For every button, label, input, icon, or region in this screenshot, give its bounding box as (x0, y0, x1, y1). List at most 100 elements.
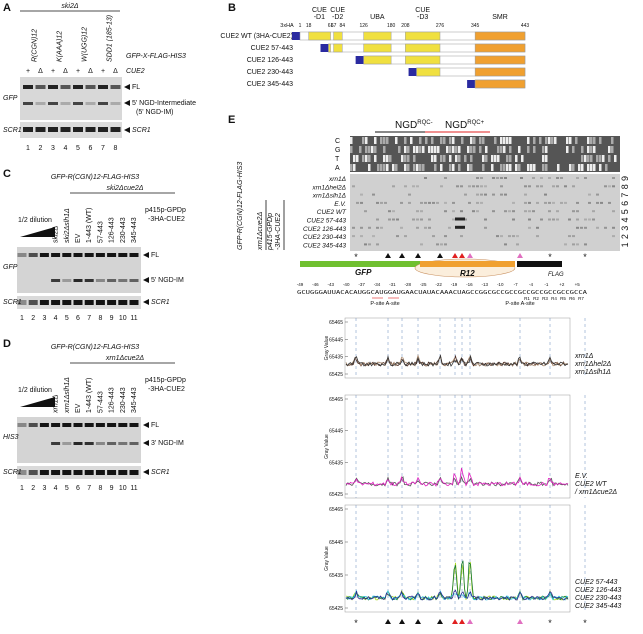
label: SCR1 (3, 127, 22, 134)
ladder-band (407, 155, 410, 162)
gel-band (604, 226, 607, 229)
asterisk: * (354, 252, 358, 262)
gel-band (432, 201, 435, 204)
ladder-band (434, 155, 437, 162)
label: R7 (578, 296, 584, 301)
domain (363, 43, 392, 53)
band (84, 423, 94, 427)
asterisk: * (583, 618, 587, 628)
domain-label: SMR (492, 14, 508, 21)
gel-band (380, 226, 383, 229)
gel-band (432, 235, 435, 238)
gel-band (420, 210, 423, 213)
ladder-band (404, 137, 407, 144)
ladder-band (557, 164, 560, 171)
gel-band (476, 201, 479, 204)
header: NGDRQC- (395, 120, 433, 131)
label: GFP (3, 95, 18, 102)
arrowhead (143, 440, 149, 446)
domain-label: CUE -D2 (330, 7, 345, 21)
label: 4 (54, 315, 58, 322)
ladder-band (587, 155, 590, 162)
label: 6 (76, 485, 80, 492)
plot-frame (344, 317, 571, 379)
gel-band (600, 201, 603, 204)
gel-band (588, 201, 591, 204)
gel-band (492, 193, 495, 196)
gel-band (512, 210, 515, 213)
band (73, 442, 83, 445)
band (118, 253, 128, 257)
label: SCR1 (3, 469, 22, 476)
band (51, 279, 61, 282)
label: 65465 (329, 397, 343, 403)
band (107, 253, 117, 257)
band (110, 127, 121, 132)
band (62, 253, 72, 257)
domain (416, 67, 441, 77)
text: G (335, 147, 340, 154)
triangle (437, 253, 443, 258)
gel-band (576, 226, 579, 229)
band (73, 300, 83, 305)
gel-band (368, 243, 371, 246)
label: -43 (328, 282, 335, 287)
ladder-band (500, 164, 503, 171)
band (60, 85, 71, 89)
construct-name: CUE2 WT (3HA-CUE2) (220, 33, 293, 40)
gel-band (520, 177, 523, 179)
gel-band (504, 210, 507, 213)
arrowhead (143, 277, 149, 283)
lane-label: 345-443 (131, 387, 138, 413)
ladder-band (350, 146, 353, 153)
gel-band (504, 177, 507, 179)
band (118, 423, 128, 427)
legend-entry: / xrn1Δcue2Δ (574, 489, 617, 496)
gel-band (416, 185, 419, 188)
lane-number: 8 (620, 184, 630, 189)
sample-name: CUE2 230-443 (303, 234, 346, 241)
lane-label: 126-443 (109, 387, 116, 413)
ladder-band (362, 155, 365, 162)
ladder-band (407, 164, 410, 171)
ladder-band (506, 164, 509, 171)
gel-band (560, 201, 563, 204)
gel-band (516, 235, 519, 238)
label: 5' NGD-Intermediate (132, 100, 196, 107)
ladder-band (572, 146, 575, 153)
band (107, 279, 117, 282)
label: xrn1Δcue2Δ (257, 212, 264, 251)
label: FLAG (548, 272, 564, 278)
ladder-band (374, 137, 377, 144)
band (28, 423, 38, 427)
gel-band (536, 226, 539, 229)
ladder-band (374, 155, 377, 162)
lane-label: ski2Δ (53, 226, 60, 243)
text: -D1 (314, 14, 325, 21)
legend-entry: xrn1Δ (574, 353, 594, 360)
gel-band (376, 243, 379, 246)
ladder-band (365, 146, 368, 153)
band (39, 470, 49, 475)
ladder-band (383, 164, 386, 171)
lane-number: 6 (620, 201, 630, 206)
text: SMR (492, 14, 508, 21)
gel-band (576, 201, 579, 204)
gel-band (428, 226, 431, 229)
lane-label: xrn1Δ (53, 394, 60, 414)
gel-band (468, 201, 471, 204)
lane-label: 230-443 (120, 387, 127, 413)
ladder-band (566, 137, 569, 144)
gel-band (484, 185, 487, 188)
gel-band (608, 185, 611, 188)
gel-band (480, 177, 483, 179)
label: 65435 (329, 460, 343, 466)
gel-band (472, 185, 475, 188)
construct-label: SDD1 (185-13) (106, 15, 113, 62)
label: 7 (87, 315, 91, 322)
construct-label: K(AAA)12 (56, 31, 63, 62)
triangle (415, 619, 421, 624)
gel-band (444, 235, 447, 238)
gel-band (524, 193, 527, 196)
gel-band (444, 243, 447, 246)
